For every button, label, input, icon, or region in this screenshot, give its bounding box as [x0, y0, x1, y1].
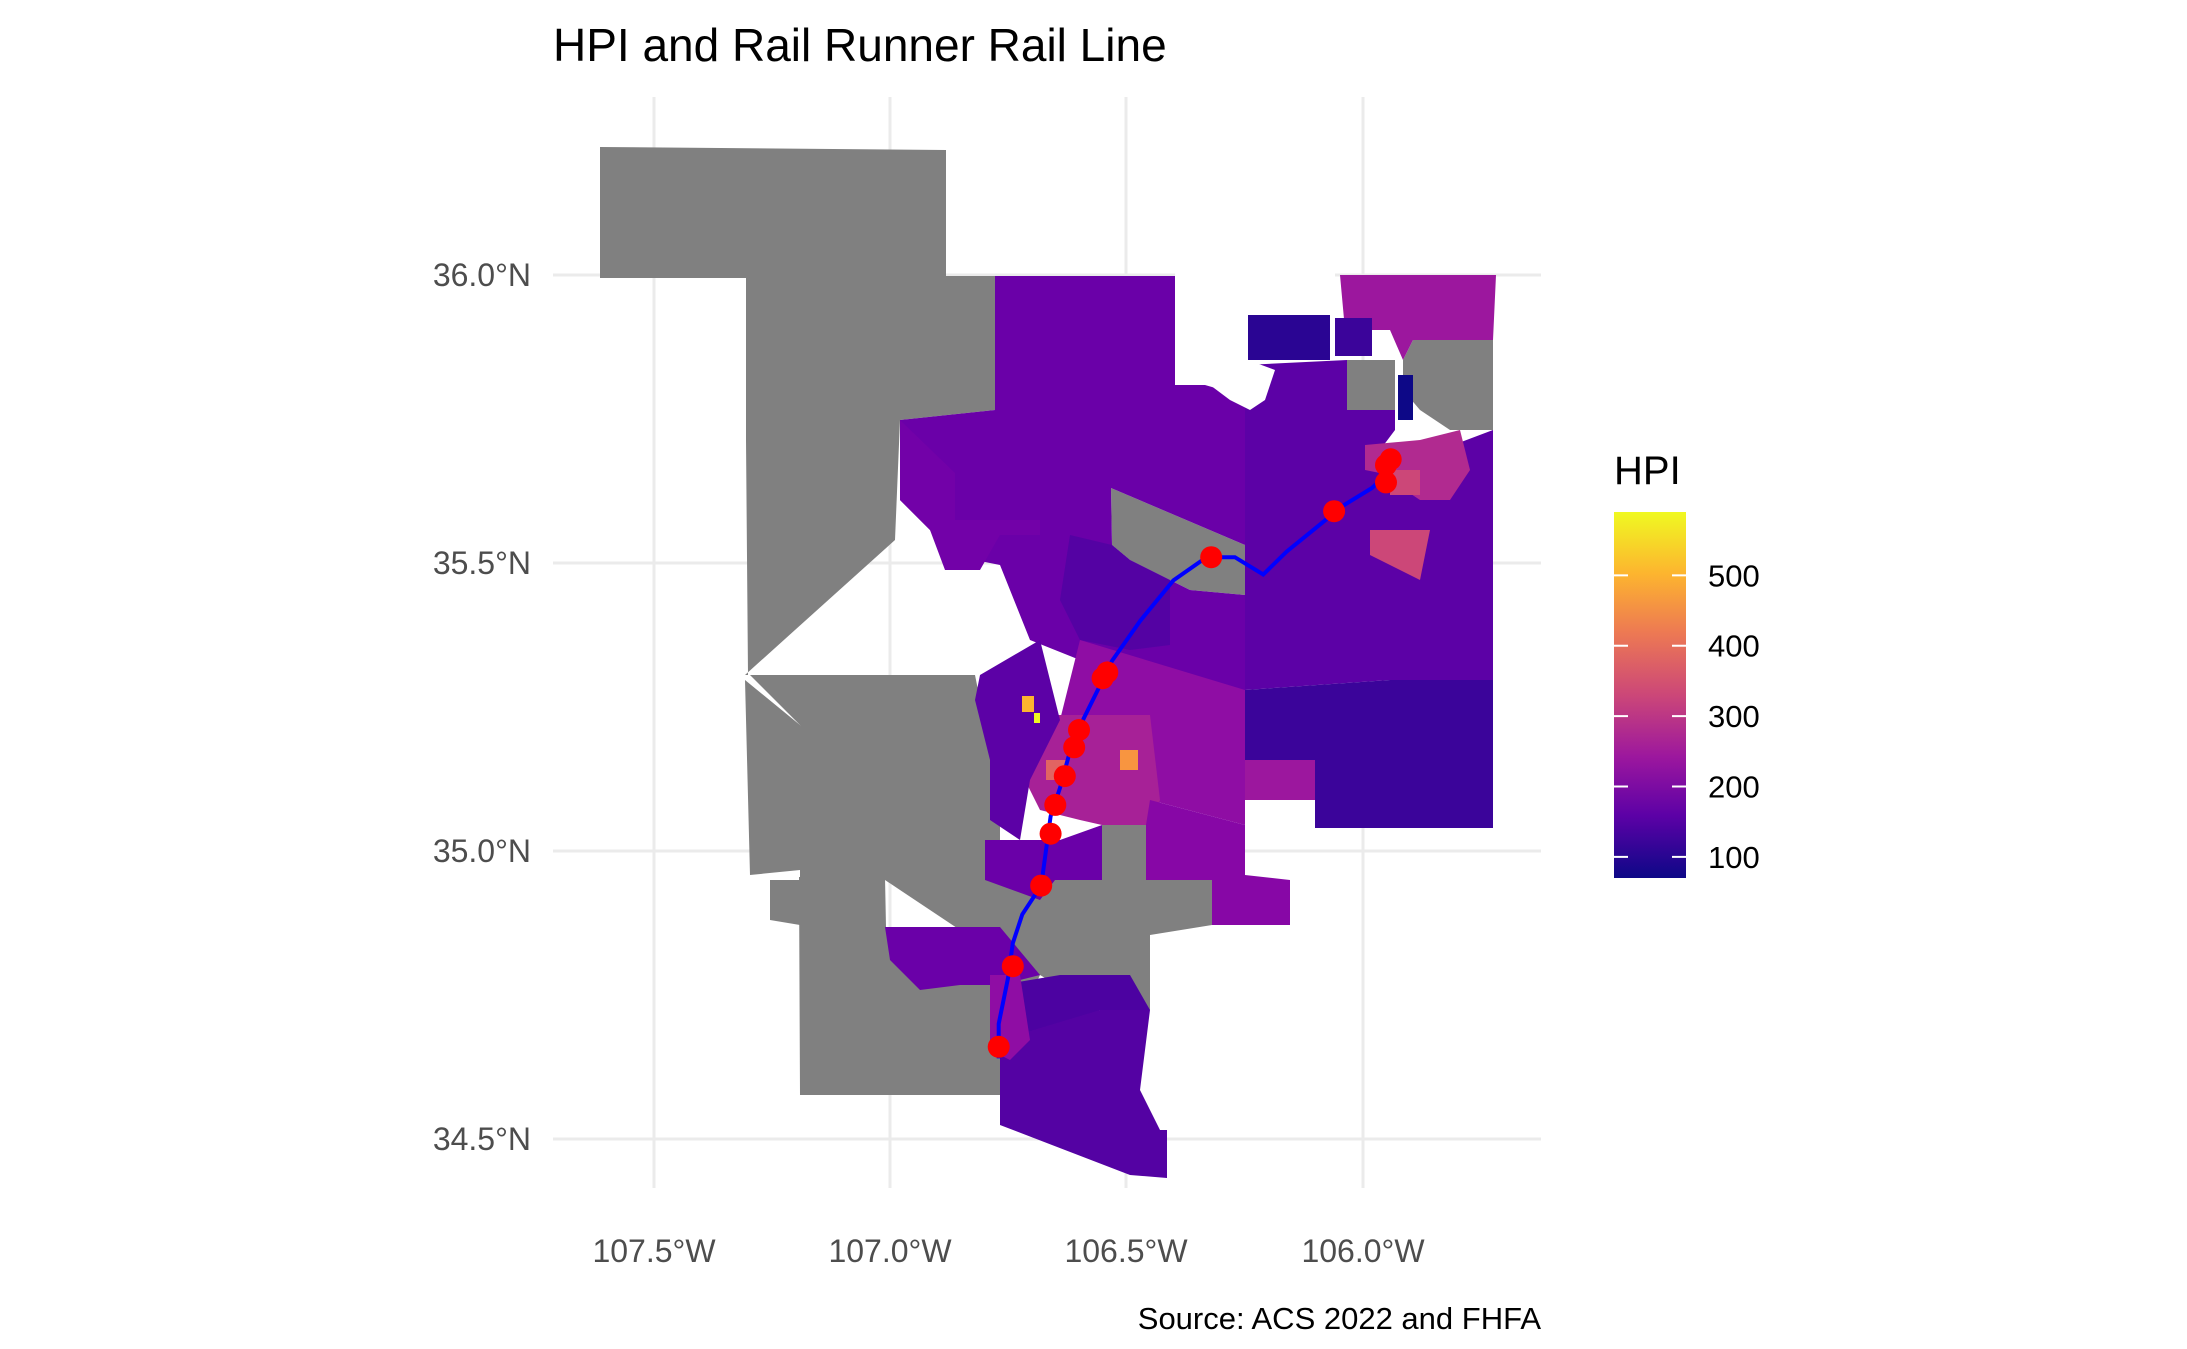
region-santa-fe-dark-1	[1248, 315, 1330, 360]
x-tick-label: 107.0°W	[828, 1233, 952, 1269]
region-santa-fe-pink2	[1370, 530, 1430, 580]
legend-title: HPI	[1614, 449, 1681, 493]
chart-title: HPI and Rail Runner Rail Line	[553, 19, 1167, 71]
legend-tick-label: 100	[1708, 840, 1760, 875]
region-na-east2	[1347, 360, 1395, 410]
y-tick-label: 34.5°N	[433, 1121, 531, 1157]
station-point	[1096, 661, 1119, 684]
y-tick-label: 36.0°N	[433, 257, 531, 293]
legend-colorbar	[1614, 512, 1686, 878]
region-na-south-mid	[1055, 880, 1212, 975]
legend: HPI 100 200 300 400 500	[1614, 449, 1760, 878]
region-santa-fe-county	[1245, 360, 1493, 690]
region-santa-fe-northeast	[1340, 275, 1496, 360]
x-tick-label: 106.0°W	[1301, 1233, 1425, 1269]
station-point	[1323, 500, 1346, 523]
map-regions	[600, 147, 1496, 1178]
legend-tick-label: 500	[1708, 558, 1760, 593]
region-sandoval-mid	[1060, 535, 1170, 650]
station-point	[987, 1035, 1010, 1058]
station-layer	[987, 448, 1402, 1058]
station-point	[1030, 874, 1053, 897]
region-albq-west	[975, 640, 1060, 840]
y-axis: 36.0°N 35.5°N 35.0°N 34.5°N	[433, 257, 531, 1157]
region-na-west-valencia	[750, 675, 1000, 880]
y-tick-label: 35.5°N	[433, 545, 531, 581]
region-na-east	[1403, 340, 1493, 430]
region-santa-fe-dark-3	[1398, 375, 1413, 420]
region-socorro-south	[1000, 1010, 1167, 1178]
station-point	[1053, 765, 1076, 788]
region-albq-hot-4	[1034, 713, 1040, 723]
region-bernalillo-southeast	[1146, 800, 1290, 925]
region-na-albq-south	[1102, 825, 1146, 880]
caption: Source: ACS 2022 and FHFA	[1138, 1301, 1542, 1336]
x-tick-label: 107.5°W	[592, 1233, 716, 1269]
region-albq-hot-2	[1022, 696, 1034, 712]
x-axis: 107.5°W 107.0°W 106.5°W 106.0°W	[592, 1233, 1425, 1269]
station-point	[1001, 955, 1024, 978]
station-point	[1044, 793, 1067, 816]
region-valencia-east	[1000, 975, 1150, 1040]
region-santa-fe-south	[1245, 680, 1493, 828]
legend-tick-label: 400	[1708, 629, 1760, 664]
station-point	[1375, 471, 1397, 494]
station-point	[1200, 546, 1223, 569]
station-point	[1379, 448, 1402, 471]
region-santa-fe-pink	[1390, 470, 1420, 495]
region-na-northwest	[600, 147, 995, 925]
station-point	[1063, 736, 1086, 759]
x-tick-label: 106.5°W	[1064, 1233, 1188, 1269]
region-santa-fe-dark-2	[1335, 318, 1372, 356]
region-santa-fe-city	[1365, 430, 1470, 500]
region-albq-hot-1	[1120, 750, 1138, 770]
legend-tick-label: 300	[1708, 699, 1760, 734]
region-sandoval-west-purple	[900, 420, 1040, 570]
legend-ticks: 100 200 300 400 500	[1614, 558, 1760, 875]
region-valencia-river	[885, 927, 1040, 990]
y-tick-label: 35.0°N	[433, 833, 531, 869]
station-point	[1039, 822, 1062, 845]
legend-tick-label: 200	[1708, 770, 1760, 805]
station-point	[1068, 719, 1090, 741]
region-na-sandia	[1111, 488, 1245, 595]
region-white-hole	[1175, 273, 1335, 410]
